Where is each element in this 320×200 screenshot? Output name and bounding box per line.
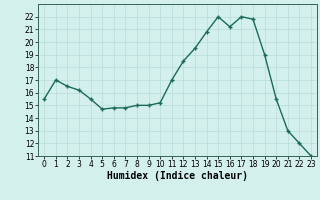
- X-axis label: Humidex (Indice chaleur): Humidex (Indice chaleur): [107, 171, 248, 181]
